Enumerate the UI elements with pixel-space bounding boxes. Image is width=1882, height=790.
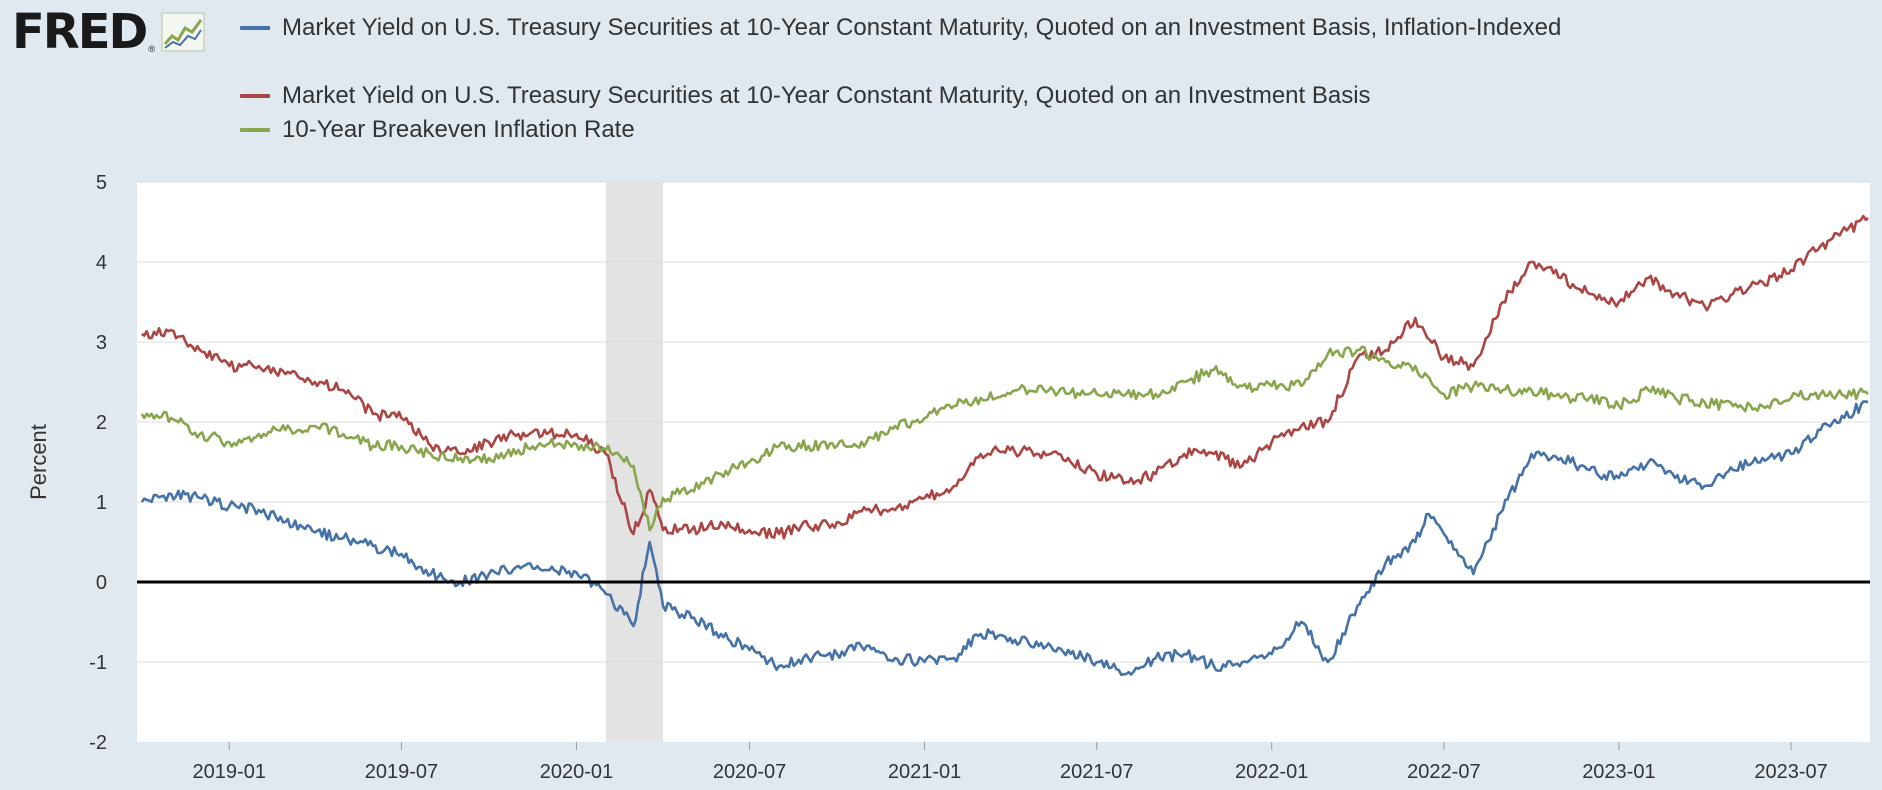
y-tick-label: 4 — [96, 252, 107, 274]
legend-swatch — [240, 94, 270, 98]
plot-area — [137, 182, 1870, 742]
x-tick-label: 2022-01 — [1235, 761, 1308, 783]
x-tick-label: 2022-07 — [1407, 761, 1480, 783]
series-line — [141, 214, 1869, 540]
y-tick-label: -2 — [89, 732, 107, 754]
legend-swatch — [240, 26, 270, 30]
x-tick-label: 2021-07 — [1060, 761, 1133, 783]
legend-label: Market Yield on U.S. Treasury Securities… — [282, 82, 1371, 109]
y-tick-label: 0 — [96, 572, 107, 594]
y-tick-label: 1 — [96, 492, 107, 514]
series-line — [140, 345, 1869, 532]
registered-mark: ® — [148, 44, 156, 54]
x-tick-label: 2021-01 — [888, 761, 961, 783]
y-tick-label: 2 — [96, 412, 107, 434]
legend-label: Market Yield on U.S. Treasury Securities… — [282, 14, 1562, 41]
y-tick-label: 3 — [96, 332, 107, 354]
y-tick-label: 5 — [96, 172, 107, 194]
x-tick-label: 2019-01 — [193, 761, 266, 783]
legend-item-real-yield[interactable]: Market Yield on U.S. Treasury Securities… — [240, 14, 1561, 42]
chart-line-icon — [161, 12, 205, 57]
y-tick-label: -1 — [89, 652, 107, 674]
x-tick-label: 2019-07 — [365, 761, 438, 783]
legend-label: 10-Year Breakeven Inflation Rate — [282, 116, 635, 143]
legend-swatch — [240, 128, 270, 132]
series-line — [140, 400, 1869, 677]
legend-item-nominal-yield[interactable]: Market Yield on U.S. Treasury Securities… — [240, 82, 1371, 110]
fred-logo-text: FRED — [12, 4, 148, 60]
y-axis-label: Percent — [26, 424, 51, 500]
x-tick-label: 2020-01 — [540, 761, 613, 783]
legend-item-breakeven[interactable]: 10-Year Breakeven Inflation Rate — [240, 116, 635, 144]
fred-logo[interactable]: FRED ® — [12, 6, 205, 58]
recession-shading — [605, 182, 663, 742]
x-tick-label: 2023-01 — [1582, 761, 1655, 783]
x-tick-label: 2020-07 — [713, 761, 786, 783]
x-tick-label: 2023-07 — [1754, 761, 1827, 783]
